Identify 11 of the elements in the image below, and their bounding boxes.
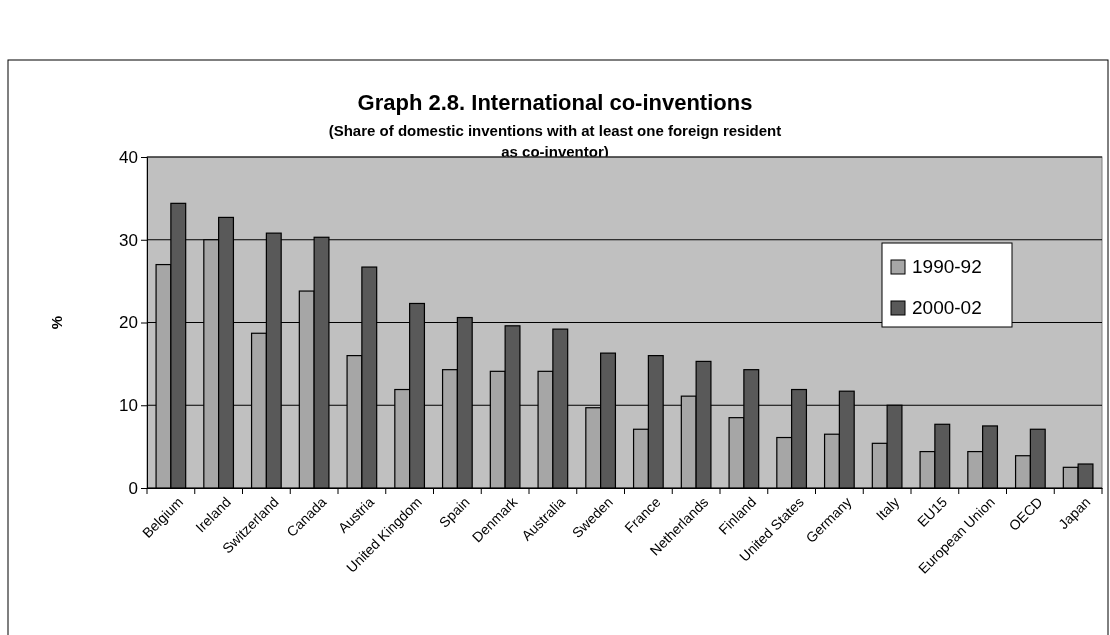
y-tick-label: 30 bbox=[119, 230, 138, 250]
y-tick-label: 0 bbox=[128, 478, 138, 498]
y-tick-label: 20 bbox=[119, 313, 138, 333]
chart-subtitle: (Share of domestic inventions with at least one foreign resident as co-inventor) bbox=[328, 122, 782, 160]
legend-label: 1990-92 bbox=[912, 256, 982, 277]
y-tick-label: 40 bbox=[119, 147, 138, 167]
y-axis-title: % bbox=[48, 315, 65, 330]
x-tick-label: Italy bbox=[872, 493, 903, 524]
chart-title: Graph 2.8. International co-inventions bbox=[357, 90, 753, 115]
legend-label: 2000-02 bbox=[912, 297, 982, 318]
y-tick-label: 10 bbox=[119, 396, 138, 416]
